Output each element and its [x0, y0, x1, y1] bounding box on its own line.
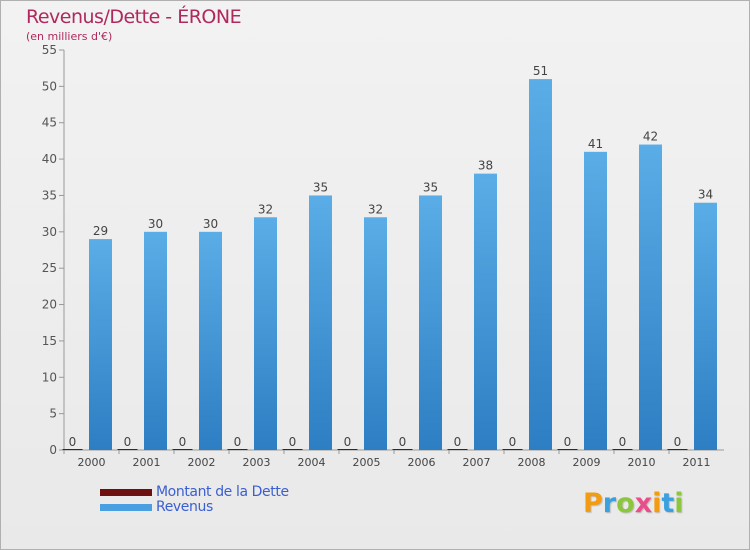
- x-tick-label: 2002: [188, 456, 216, 469]
- bar-dette: [612, 449, 633, 450]
- x-tick-label: 2004: [298, 456, 326, 469]
- y-tick-label: 15: [42, 334, 57, 348]
- bar-revenus: [89, 239, 112, 450]
- data-label-dette: 0: [69, 435, 77, 449]
- x-tick-label: 2009: [573, 456, 601, 469]
- x-tick-label: 2000: [78, 456, 106, 469]
- data-label-revenus: 29: [93, 224, 108, 238]
- data-label-revenus: 34: [698, 188, 713, 202]
- y-tick-label: 45: [42, 116, 57, 130]
- data-label-revenus: 51: [533, 64, 548, 78]
- data-label-dette: 0: [344, 435, 352, 449]
- x-tick-label: 2006: [408, 456, 436, 469]
- bar-revenus: [694, 202, 717, 450]
- y-tick-label: 10: [42, 370, 57, 384]
- bar-revenus: [364, 217, 387, 450]
- bar-dette: [447, 449, 468, 450]
- bar-dette: [502, 449, 523, 450]
- bar-revenus: [254, 217, 277, 450]
- x-tick-label: 2001: [133, 456, 161, 469]
- data-label-dette: 0: [179, 435, 187, 449]
- logo-letter: t: [661, 488, 675, 519]
- data-label-dette: 0: [124, 435, 132, 449]
- data-label-revenus: 32: [368, 202, 383, 216]
- data-label-revenus: 30: [203, 217, 218, 231]
- logo-letter: o: [616, 488, 635, 519]
- data-label-revenus: 32: [258, 202, 273, 216]
- data-label-dette: 0: [234, 435, 242, 449]
- x-tick-label: 2011: [683, 456, 711, 469]
- bar-dette: [392, 449, 413, 450]
- bar-revenus: [144, 231, 167, 450]
- chart-subtitle: (en milliers d'€): [26, 30, 113, 43]
- proxiti-logo: Proxiti: [583, 488, 684, 519]
- data-label-revenus: 35: [423, 180, 438, 194]
- data-label-dette: 0: [509, 435, 517, 449]
- data-label-dette: 0: [619, 435, 627, 449]
- bar-revenus: [199, 231, 222, 450]
- bar-revenus: [584, 151, 607, 450]
- x-tick-label: 2008: [518, 456, 546, 469]
- logo-letter: P: [583, 488, 603, 519]
- data-label-dette: 0: [399, 435, 407, 449]
- data-label-revenus: 35: [313, 180, 328, 194]
- logo-letter: i: [674, 488, 684, 519]
- y-tick-label: 40: [42, 152, 57, 166]
- data-label-dette: 0: [454, 435, 462, 449]
- bar-dette: [117, 449, 138, 450]
- bar-dette: [667, 449, 688, 450]
- bar-dette: [172, 449, 193, 450]
- y-tick-label: 0: [49, 443, 57, 457]
- data-label-revenus: 30: [148, 217, 163, 231]
- x-tick-label: 2005: [353, 456, 381, 469]
- bar-revenus: [309, 195, 332, 450]
- data-label-revenus: 42: [643, 130, 658, 144]
- y-tick-label: 5: [49, 407, 57, 421]
- x-tick-label: 2003: [243, 456, 271, 469]
- data-label-revenus: 41: [588, 137, 603, 151]
- data-label-revenus: 38: [478, 159, 493, 173]
- data-label-dette: 0: [674, 435, 682, 449]
- legend-label-revenus: Revenus: [156, 499, 213, 515]
- bar-revenus: [419, 195, 442, 450]
- y-tick-label: 55: [42, 43, 57, 57]
- logo-letter: r: [602, 488, 617, 519]
- y-tick-label: 30: [42, 225, 57, 239]
- data-label-dette: 0: [564, 435, 572, 449]
- y-tick-label: 20: [42, 298, 57, 312]
- bar-dette: [557, 449, 578, 450]
- legend-swatch-revenus: [100, 504, 152, 511]
- y-tick-label: 50: [42, 79, 57, 93]
- x-tick-label: 2007: [463, 456, 491, 469]
- bar-revenus: [529, 79, 552, 450]
- x-tick-label: 2010: [628, 456, 656, 469]
- data-label-dette: 0: [289, 435, 297, 449]
- bar-revenus: [639, 144, 662, 450]
- bar-dette: [282, 449, 303, 450]
- bar-dette: [62, 449, 83, 450]
- bar-dette: [227, 449, 248, 450]
- legend-label-dette: Montant de la Dette: [156, 484, 289, 500]
- legend-swatch-dette: [100, 489, 152, 496]
- chart-title: Revenus/Dette - ÉRONE: [26, 6, 242, 28]
- bar-revenus: [474, 173, 497, 451]
- y-tick-label: 25: [42, 261, 57, 275]
- y-tick-label: 35: [42, 188, 57, 202]
- logo-letter: x: [634, 488, 653, 519]
- bar-dette: [337, 449, 358, 450]
- logo-letter: i: [652, 488, 662, 519]
